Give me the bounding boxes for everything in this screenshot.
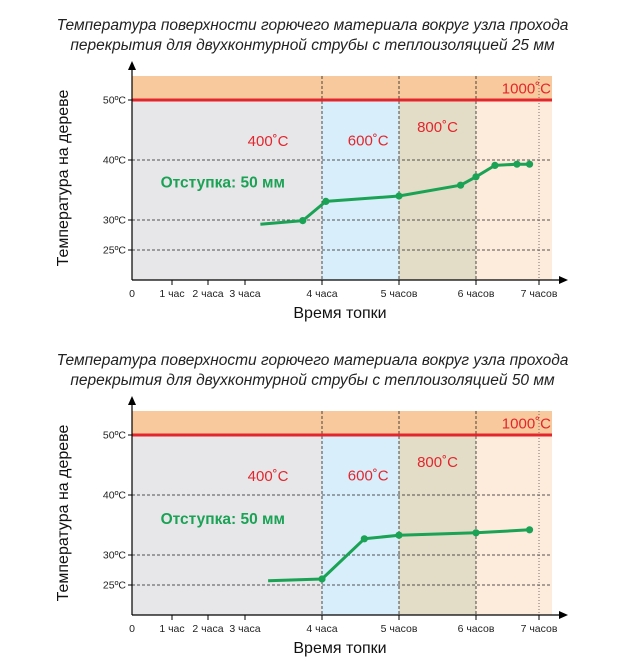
series-label: Отступка: 50 мм xyxy=(161,511,285,528)
data-point xyxy=(472,529,480,537)
zone-label: 400˚C xyxy=(248,133,289,150)
y-tick-label: 30ºC xyxy=(103,550,127,562)
data-point xyxy=(457,181,465,189)
x-tick-label: 5 часов xyxy=(381,288,418,300)
x-tick-label: 7 часов xyxy=(521,288,558,300)
x-tick-label: 2 часа xyxy=(192,288,223,300)
y-axis-title: Температура на дереве xyxy=(55,90,72,267)
data-point xyxy=(525,526,534,534)
chart-50mm: 25ºC 30ºC 40ºC 50ºC 0 1 час 2 часа 3 часа 4 часа… xyxy=(55,396,568,657)
zone-label: 600˚C xyxy=(348,133,389,150)
data-point xyxy=(360,535,368,543)
data-point xyxy=(318,575,326,583)
zone-label: 1000˚C xyxy=(502,80,551,97)
zone-label: 600˚C xyxy=(348,468,389,485)
data-point xyxy=(491,161,499,169)
chart-title-line2: перекрытия для двухконтурной струбы с те… xyxy=(70,37,555,54)
y-tick-label: 50ºC xyxy=(103,95,127,107)
x-tick-label: 2 часа xyxy=(192,623,223,635)
x-tick-label: 4 часа xyxy=(306,288,337,300)
data-point xyxy=(395,192,403,200)
chart-panel-25mm: Температура поверхности горючего материа… xyxy=(55,17,569,322)
y-axis-arrow xyxy=(128,396,136,405)
chart-25mm: 25ºC 30ºC 40ºC 50ºC 0 1 час 2 часа 3 часа 4 часа… xyxy=(55,61,568,322)
chart-title-line1: Температура поверхности горючего материа… xyxy=(56,17,569,34)
fire-band xyxy=(132,76,552,100)
x-axis-arrow xyxy=(559,611,568,619)
x-tick-label: 0 xyxy=(129,623,135,635)
x-axis-title: Время топки xyxy=(293,640,386,657)
zone-label: 400˚C xyxy=(248,468,289,485)
band-600 xyxy=(322,435,399,615)
y-axis-arrow xyxy=(128,61,136,70)
y-tick-label: 25ºC xyxy=(103,245,127,257)
x-tick-label: 0 xyxy=(129,288,135,300)
x-tick-label: 1 час xyxy=(159,288,184,300)
data-point xyxy=(472,173,480,181)
x-tick-label: 1 час xyxy=(159,623,184,635)
data-point xyxy=(299,217,307,225)
chart-panel-50mm: Температура поверхности горючего материа… xyxy=(0,335,625,670)
band-1000 xyxy=(476,100,552,280)
y-tick-label: 30ºC xyxy=(103,215,127,227)
zone-label: 800˚C xyxy=(417,454,458,471)
y-tick-label: 40ºC xyxy=(103,155,127,167)
data-point xyxy=(525,160,534,168)
y-tick-label: 25ºC xyxy=(103,580,127,592)
x-tick-label: 3 часа xyxy=(229,623,260,635)
x-tick-label: 4 часа xyxy=(306,623,337,635)
x-tick-label: 7 часов xyxy=(521,623,558,635)
x-tick-label: 3 часа xyxy=(229,288,260,300)
data-point xyxy=(395,531,403,539)
x-axis-arrow xyxy=(559,276,568,284)
band-600 xyxy=(322,100,399,280)
x-tick-label: 5 часов xyxy=(381,623,418,635)
x-tick-label: 6 часов xyxy=(458,288,495,300)
chart-title-line2: перекрытия для двухконтурной струбы с те… xyxy=(70,372,555,389)
data-point xyxy=(513,160,521,168)
fire-band xyxy=(132,411,552,435)
series-label: Отступка: 50 мм xyxy=(161,175,285,192)
y-tick-label: 40ºC xyxy=(103,490,127,502)
series-line xyxy=(268,528,530,583)
x-tick-label: 6 часов xyxy=(458,623,495,635)
zone-label: 1000˚C xyxy=(502,415,551,432)
y-axis-title: Температура на дереве xyxy=(55,425,72,602)
x-axis-title: Время топки xyxy=(293,305,386,322)
zone-label: 800˚C xyxy=(417,119,458,136)
band-1000 xyxy=(476,435,552,615)
chart-title-line1: Температура поверхности горючего материа… xyxy=(56,352,569,369)
data-point xyxy=(322,197,330,205)
y-tick-label: 50ºC xyxy=(103,430,127,442)
